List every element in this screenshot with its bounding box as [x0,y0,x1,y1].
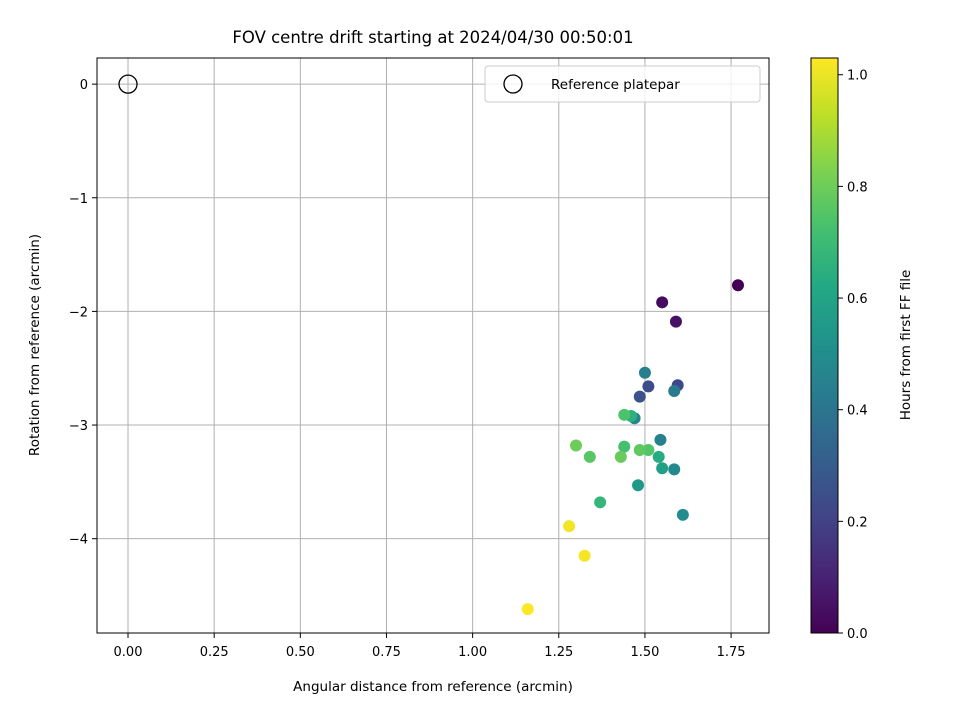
scatter-points [521,279,744,616]
data-point [521,603,534,616]
data-point [632,479,645,492]
x-axis-ticks: 0.00 0.25 0.50 0.75 1.00 1.25 1.50 1.75 [114,633,746,660]
x-axis-label: Angular distance from reference (arcmin) [293,679,573,695]
data-point [652,450,665,463]
colorbar-tick-label: 0.2 [847,515,868,530]
grid-lines [97,58,769,633]
colorbar-tick-label: 0.0 [847,627,868,642]
x-tick-label: 0.00 [114,645,143,660]
colorbar-tick-label: 1.0 [847,69,868,84]
data-point [642,444,655,457]
data-point [578,549,591,562]
y-tick-label: −2 [69,305,88,320]
data-point [638,366,651,379]
data-point [731,279,744,292]
y-tick-label: −3 [69,419,88,434]
plot-area-frame [96,57,770,634]
reference-point-marker [118,74,138,94]
colorbar-tick-label: 0.4 [847,404,868,419]
colorbar-tick-label: 0.8 [847,180,868,195]
legend: Reference platepar [484,65,761,103]
x-tick-label: 1.00 [458,645,487,660]
data-point [618,440,631,453]
y-axis-label: Rotation from reference (arcmin) [27,234,43,456]
legend-box [484,65,761,103]
y-tick-label: 0 [80,78,88,93]
data-point [668,463,681,476]
data-point [633,444,646,457]
data-point [654,433,667,446]
colorbar-tick-label: 0.6 [847,292,868,307]
x-tick-label: 0.25 [200,645,229,660]
y-tick-label: −1 [69,192,88,207]
data-point [656,296,669,309]
y-tick-label: −4 [69,533,88,548]
y-axis-ticks: 0 −1 −2 −3 −4 [69,78,97,548]
colorbar-ticks: 0.0 0.2 0.4 0.6 0.8 1.0 [838,69,868,642]
x-tick-label: 0.50 [286,645,315,660]
legend-entry-reference-platepar: Reference platepar [551,77,680,93]
data-point [633,390,646,403]
colorbar-label: Hours from first FF file [898,270,914,421]
data-point [570,439,583,452]
data-point [642,380,655,393]
colorbar [810,57,839,634]
data-point [668,384,681,397]
data-point [563,520,576,533]
data-point [676,508,689,521]
data-point [618,408,631,421]
data-point [669,315,682,328]
data-point [656,462,669,475]
x-tick-label: 1.75 [717,645,746,660]
data-point [594,496,607,509]
x-tick-label: 1.50 [630,645,659,660]
data-point [614,450,627,463]
x-tick-label: 0.75 [372,645,401,660]
chart-title: FOV centre drift starting at 2024/04/30 … [232,28,633,47]
data-point [583,450,596,463]
x-tick-label: 1.25 [544,645,573,660]
legend-marker-icon [503,74,523,94]
